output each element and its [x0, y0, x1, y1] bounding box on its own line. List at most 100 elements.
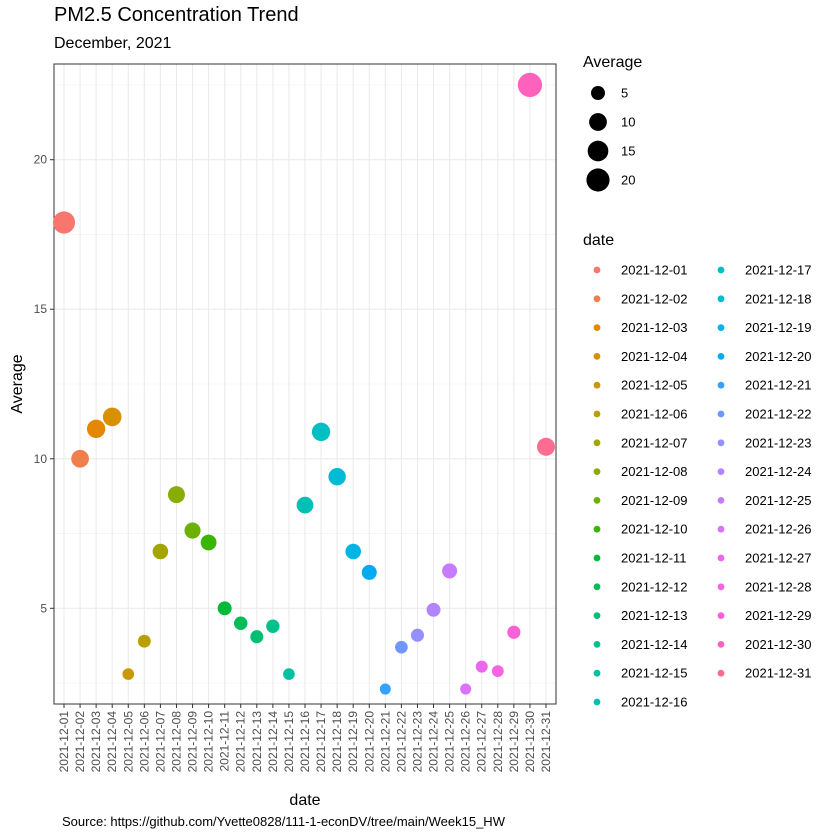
color-legend-label: 2021-12-18 [745, 291, 812, 306]
data-point [395, 640, 408, 654]
x-tick-label: 2021-12-22 [394, 711, 408, 773]
x-tick-label: 2021-12-26 [459, 711, 473, 773]
x-tick-label: 2021-12-20 [362, 711, 376, 773]
color-legend-key [717, 525, 725, 533]
y-axis: 5 10 15 20 [34, 153, 54, 615]
color-legend-label: 2021-12-27 [745, 551, 812, 566]
color-legend-key [593, 324, 601, 331]
color-legend-key [717, 669, 725, 677]
x-tick-label: 2021-12-02 [73, 711, 87, 773]
data-point [328, 468, 346, 486]
color-legend-key [593, 410, 601, 418]
color-legend-label: 2021-12-28 [745, 579, 812, 594]
data-point [233, 616, 248, 631]
x-tick-label: 2021-12-30 [523, 711, 537, 773]
x-axis: 2021-12-01 2021-12-02 2021-12-03 2021-12-04… [57, 704, 553, 772]
x-tick-label: 2021-12-29 [507, 711, 521, 773]
data-point [184, 522, 201, 539]
y-tick-label: 20 [34, 153, 48, 167]
color-legend-label: 2021-12-25 [745, 493, 812, 508]
x-tick-label: 2021-12-08 [169, 711, 183, 773]
x-tick-label: 2021-12-05 [121, 711, 135, 773]
color-legend-label: 2021-12-03 [621, 320, 688, 335]
x-tick-label: 2021-12-13 [250, 711, 264, 773]
data-point [102, 407, 122, 427]
color-legend-label: 2021-12-09 [621, 493, 688, 508]
color-legend-label: 2021-12-05 [621, 378, 688, 393]
data-point [122, 668, 135, 680]
size-legend-label: 10 [621, 115, 635, 130]
color-legend-label: 2021-12-29 [745, 608, 812, 623]
color-legend-key [593, 641, 601, 648]
color-legend: 2021-12-01 2021-12-02 2021-12-03 2021-12-04… [593, 263, 812, 710]
data-point [71, 449, 89, 468]
y-axis-title: Average [9, 354, 26, 413]
data-point [52, 211, 76, 234]
color-legend-key [717, 439, 725, 447]
data-point [137, 634, 151, 648]
x-tick-label: 2021-12-17 [314, 711, 328, 773]
x-tick-label: 2021-12-19 [346, 711, 360, 773]
data-point [296, 496, 314, 514]
x-tick-label: 2021-12-28 [491, 711, 505, 773]
data-point [410, 628, 425, 642]
data-point [361, 564, 377, 580]
data-point [475, 660, 488, 673]
y-tick-label: 10 [34, 452, 48, 466]
color-legend-key [717, 641, 725, 648]
y-tick-label: 5 [40, 601, 47, 615]
x-tick-label: 2021-12-18 [330, 711, 344, 773]
color-legend-label: 2021-12-24 [745, 464, 812, 479]
data-point [442, 563, 458, 579]
x-tick-label: 2021-12-10 [202, 711, 216, 773]
color-legend-key [593, 583, 601, 591]
y-tick-label: 15 [34, 302, 48, 316]
color-legend-key [717, 295, 725, 303]
color-legend-key [717, 353, 725, 360]
data-point [200, 534, 217, 551]
data-point [507, 625, 521, 639]
color-legend-key [717, 497, 725, 504]
data-point [379, 683, 391, 695]
x-tick-label: 2021-12-07 [153, 711, 167, 773]
color-legend-label: 2021-12-26 [745, 522, 812, 537]
color-legend-key [593, 295, 601, 303]
x-tick-label: 2021-12-11 [218, 711, 232, 772]
data-point [426, 602, 441, 617]
x-tick-label: 2021-12-12 [234, 711, 248, 773]
x-tick-label: 2021-12-09 [186, 711, 200, 773]
size-legend-label: 15 [621, 144, 635, 159]
color-legend-key [593, 353, 601, 360]
size-legend: 5 10 15 20 [586, 86, 635, 192]
x-tick-label: 2021-12-23 [410, 711, 424, 773]
chart-title: PM2.5 Concentration Trend [54, 4, 299, 26]
chart-caption: Source: https://github.com/Yvette0828/11… [62, 814, 505, 829]
data-point [217, 601, 232, 616]
x-tick-label: 2021-12-21 [378, 711, 392, 773]
color-legend-key [717, 468, 725, 475]
color-legend-key [593, 439, 601, 447]
x-axis-title: date [289, 792, 320, 809]
color-legend-title: date [583, 232, 614, 249]
data-point [152, 543, 169, 560]
color-legend-label: 2021-12-31 [745, 666, 812, 681]
size-legend-key [586, 168, 610, 192]
color-legend-label: 2021-12-10 [621, 522, 688, 537]
color-legend-key [593, 698, 601, 706]
x-tick-label: 2021-12-31 [539, 711, 553, 773]
color-legend-label: 2021-12-02 [621, 291, 688, 306]
data-point [266, 619, 280, 633]
color-legend-label: 2021-12-30 [745, 637, 812, 652]
x-tick-label: 2021-12-25 [443, 711, 457, 773]
color-legend-label: 2021-12-21 [745, 378, 812, 393]
color-legend-label: 2021-12-15 [621, 666, 688, 681]
color-legend-label: 2021-12-12 [621, 579, 688, 594]
size-legend-key [587, 140, 609, 162]
color-legend-label: 2021-12-17 [745, 263, 812, 278]
color-legend-label: 2021-12-19 [745, 320, 812, 335]
color-legend-label: 2021-12-20 [745, 349, 812, 364]
x-tick-label: 2021-12-16 [298, 711, 312, 773]
data-point [517, 72, 543, 98]
plot-grid [54, 64, 556, 704]
color-legend-key [717, 324, 725, 331]
